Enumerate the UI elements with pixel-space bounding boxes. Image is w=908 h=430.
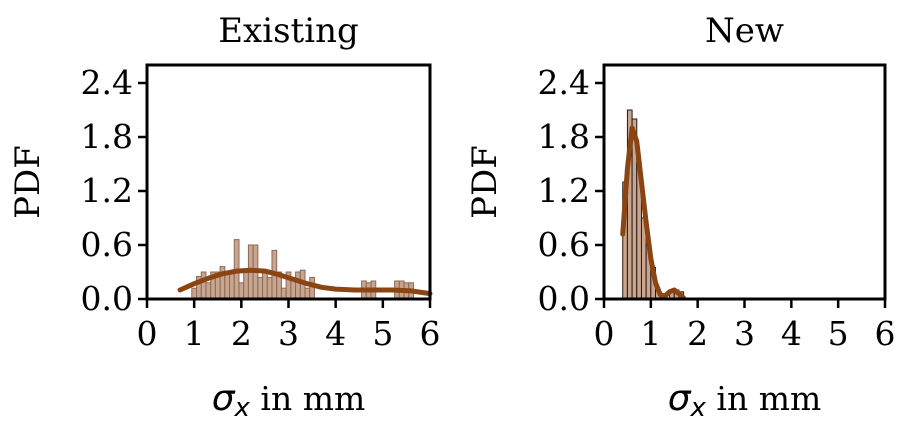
new-y-tick-label: 0.0	[538, 279, 590, 318]
existing-hist-bar	[205, 282, 212, 300]
existing-x-tick-label: 6	[420, 314, 441, 353]
existing-x-tick-label: 1	[184, 314, 205, 353]
existing-hist-bar	[304, 287, 311, 300]
new-x-tick-label: 5	[828, 314, 849, 353]
new-y-tick-label: 1.2	[538, 171, 590, 210]
existing-y-tick-label: 0.0	[81, 279, 133, 318]
new-x-axis-label: σx in mm	[668, 378, 822, 423]
existing-hist-bar	[290, 280, 297, 300]
new-x-tick-label: 4	[781, 314, 802, 353]
existing-hist-bar	[262, 271, 268, 300]
existing-y-axis-label: PDF	[8, 145, 48, 219]
existing-y-tick-label: 1.2	[81, 171, 133, 210]
existing-y-tick-label: 0.6	[81, 225, 133, 264]
new-y-tick-label: 2.4	[538, 63, 590, 102]
existing-hist-bar	[257, 276, 264, 300]
new-x-tick-label: 3	[734, 314, 755, 353]
new-x-tick-label: 2	[687, 314, 708, 353]
existing-x-tick-label: 4	[325, 314, 346, 353]
chart-existing: 0 1 2 3 4 5 6 0.0 0.6 1.2 1.8 2.4 Existing PDF σx in m…	[8, 11, 441, 423]
existing-chart-title: Existing	[218, 11, 359, 51]
new-x-tick-label: 6	[875, 314, 896, 353]
new-y-tick-label: 0.6	[538, 225, 590, 264]
new-y-tick-label: 1.8	[538, 117, 590, 156]
existing-axes-frame	[145, 63, 432, 301]
new-x-tick-label: 0	[594, 314, 615, 353]
existing-y-tick-label: 1.8	[81, 117, 133, 156]
existing-hist-bar	[229, 271, 235, 300]
existing-hist-bar	[238, 282, 245, 300]
existing-hist-bar	[191, 287, 198, 300]
existing-hist-bar	[309, 276, 315, 300]
existing-hist-bar	[243, 271, 249, 300]
existing-x-tick-label: 3	[278, 314, 299, 353]
existing-x-tick-label: 5	[372, 314, 393, 353]
existing-hist-bar	[200, 271, 207, 300]
new-x-tick-label: 1	[640, 314, 661, 353]
new-density-curve	[620, 125, 687, 301]
existing-hist-bar	[280, 287, 287, 300]
new-y-axis-label: PDF	[465, 145, 505, 219]
existing-hist-bar	[295, 271, 301, 300]
existing-density-curve	[177, 267, 433, 297]
existing-y-tick-label: 2.4	[81, 63, 133, 102]
chart-new: 0 1 2 3 4 5 6 0.0 0.6 1.2 1.8 2.4 New PDF σx in mm	[465, 11, 896, 423]
existing-hist-bar	[224, 271, 231, 300]
existing-x-tick-label: 2	[231, 314, 252, 353]
existing-x-tick-label: 0	[137, 314, 158, 353]
existing-x-axis-label: σx in mm	[212, 378, 366, 423]
new-chart-title: New	[705, 11, 784, 51]
existing-hist-bar	[266, 276, 273, 300]
